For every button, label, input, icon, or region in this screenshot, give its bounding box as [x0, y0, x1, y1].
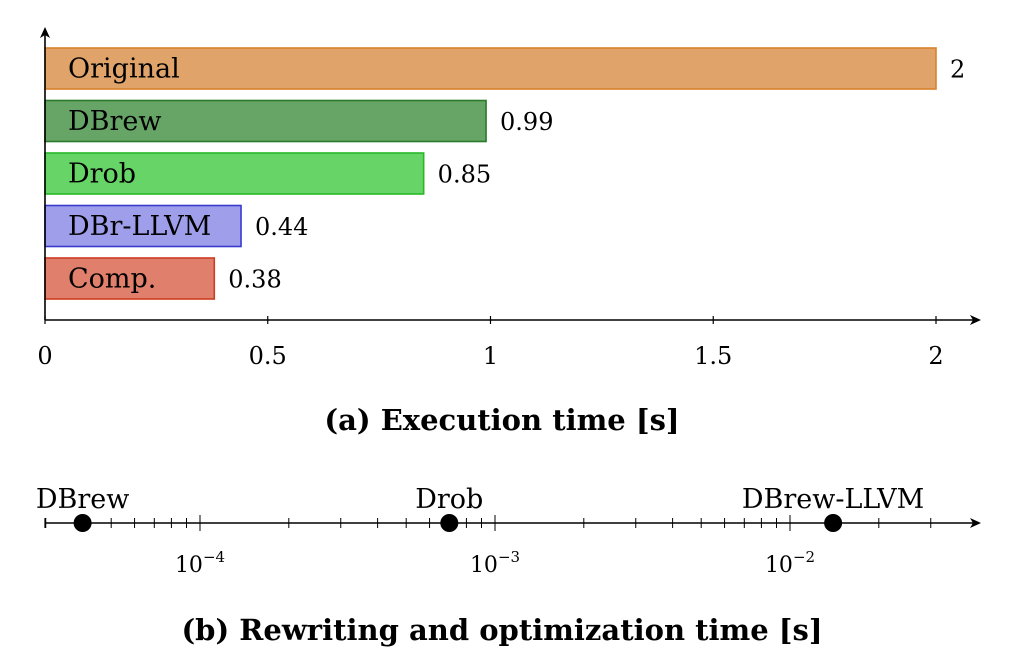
log-tick-label: 10−4: [175, 548, 225, 578]
rewriting-time-chart: 10−4 10−3 10−2 DBrew Drob DBrew-LLVM (b) Rew…: [36, 484, 981, 647]
value-label: 0.38: [228, 266, 281, 294]
bar-label: DBrew: [68, 106, 162, 137]
chart-b-caption: (b) Rewriting and optimization time [s]: [181, 613, 822, 647]
x-axis-arrowhead: [970, 315, 981, 325]
bar-dbrew: [44, 99, 487, 143]
bar-original: [44, 47, 937, 90]
bar-label: Drob: [68, 159, 136, 190]
x-tick-label: 2: [928, 342, 943, 370]
bar-label: DBr-LLVM: [68, 211, 211, 242]
point-dbrew: [73, 514, 92, 532]
point-label: Drob: [415, 484, 483, 515]
x-tick-label: 1: [483, 342, 498, 370]
x-tick-label: 0: [37, 342, 52, 370]
bar-label: Original: [68, 54, 180, 85]
log-tick-label: 10−3: [470, 548, 520, 578]
point-label: DBrew-LLVM: [742, 484, 924, 515]
log-tick-label: 10−2: [765, 548, 815, 578]
point-drob: [440, 514, 459, 532]
value-label: 0.99: [500, 108, 553, 136]
bar-label: Comp.: [68, 264, 156, 295]
bar-drob: [44, 152, 425, 195]
value-label: 0.44: [255, 213, 308, 241]
bar-dbr-llvm: [44, 204, 242, 248]
value-label: 2: [950, 56, 965, 84]
points-group: DBrew Drob DBrew-LLVM: [36, 484, 924, 532]
y-axis-arrowhead: [40, 27, 50, 38]
log-axis-arrowhead: [970, 518, 981, 528]
point-dbrew-llvm: [824, 514, 843, 532]
x-tick-label: 0.5: [249, 342, 287, 370]
point-label: DBrew: [36, 484, 130, 515]
value-label: 0.85: [438, 161, 491, 189]
x-tick-label: 1.5: [694, 342, 732, 370]
bars-group: Original 2 DBrew 0.99 Drob 0.85 DBr-LLVM 0.44 Co…: [44, 47, 965, 300]
execution-time-chart: Original 2 DBrew 0.99 Drob 0.85 DBr-LLVM 0.44 Co…: [37, 27, 981, 437]
chart-a-caption: (a) Execution time [s]: [324, 403, 679, 437]
bar-comp-: [44, 257, 216, 300]
x-axis-ticks: 0 0.5 1 1.5 2: [37, 316, 944, 370]
log-axis-ticks: 10−4 10−3 10−2: [44, 515, 932, 578]
